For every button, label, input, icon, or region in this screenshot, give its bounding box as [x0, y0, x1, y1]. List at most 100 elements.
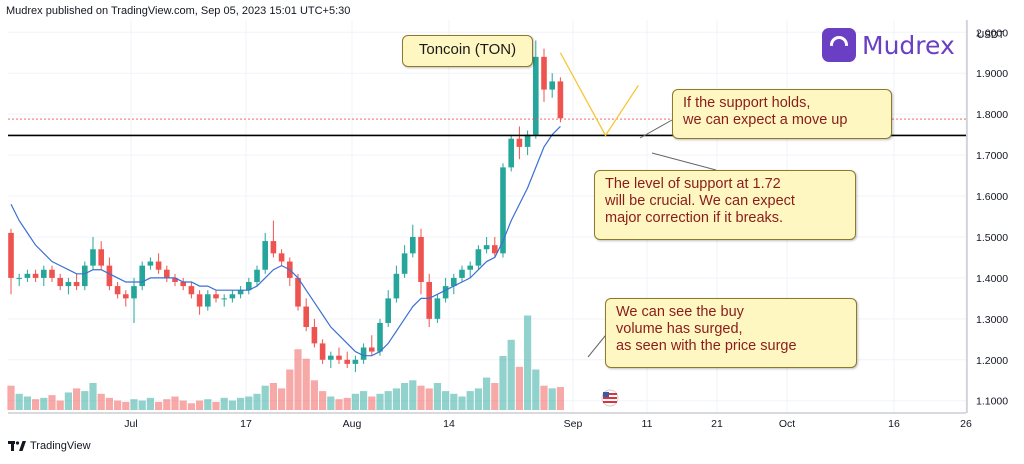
y-tick-label: 1.7000: [976, 150, 1008, 162]
candle: [369, 335, 375, 356]
candle: [246, 277, 252, 295]
candle: [524, 130, 531, 156]
candle: [213, 290, 219, 303]
x-tick-label: 21: [711, 418, 723, 430]
volume-bar: [261, 385, 269, 410]
x-tick-label: Aug: [343, 418, 362, 430]
candle: [8, 228, 14, 295]
candle: [393, 265, 400, 303]
candle: [164, 265, 170, 282]
volume-bar: [179, 400, 187, 410]
candle: [311, 318, 318, 348]
volume-bar: [138, 400, 146, 410]
volume-bar: [56, 400, 64, 410]
candle: [459, 265, 465, 282]
y-tick-label: 2.0000: [976, 27, 1008, 39]
candle: [418, 228, 424, 295]
candle: [500, 163, 506, 258]
candle: [82, 261, 88, 291]
publish-info: Mudrex published on TradingView.com, Sep…: [6, 5, 351, 17]
y-axis-ticks: 2.0000 1.9000 1.8000 1.7000 1.6000 1.5000 1.40…: [976, 27, 1008, 407]
volume-bar: [204, 399, 212, 410]
volume-bar: [310, 380, 318, 410]
mudrex-logo-icon: [822, 28, 856, 62]
candle: [221, 294, 227, 307]
candle: [32, 269, 39, 282]
candle: [188, 282, 195, 299]
volume-bar: [409, 380, 417, 410]
support-holds-callout: If the support holds, we can expect a mo…: [672, 89, 892, 139]
brand-logo: Mudrex: [822, 28, 955, 62]
candle: [98, 241, 104, 270]
volume-bar: [483, 377, 491, 410]
volume-surge-callout: We can see the buy volume has surged, as…: [605, 298, 857, 368]
volume-bar: [122, 401, 130, 410]
y-tick-label: 1.5000: [976, 232, 1008, 244]
candle: [475, 245, 482, 270]
tradingview-logo-icon: [8, 441, 26, 451]
volume-bar: [442, 391, 450, 410]
volume-bars: [7, 315, 564, 410]
candle: [123, 290, 129, 307]
volume-bar: [401, 383, 409, 410]
currency-label: USDT: [977, 30, 1005, 41]
volume-bar: [105, 397, 113, 410]
candle: [57, 273, 63, 291]
volume-bar: [491, 383, 499, 410]
candle: [360, 343, 367, 364]
volume-bar: [548, 388, 556, 410]
volume-bar: [245, 396, 253, 410]
chart-title-callout: Toncoin (TON): [402, 35, 533, 67]
volume-bar: [327, 396, 335, 410]
y-tick-label: 1.1000: [976, 396, 1008, 408]
candle: [65, 277, 72, 295]
projection-line: [559, 52, 639, 137]
volume-bar: [507, 339, 515, 410]
candle: [262, 232, 268, 274]
volume-bar: [302, 358, 310, 410]
volume-bar: [89, 383, 97, 410]
volume-bar: [458, 396, 466, 410]
volume-bar: [130, 399, 138, 410]
candle: [16, 273, 22, 287]
volume-bar: [15, 393, 23, 410]
candle: [196, 290, 203, 315]
volume-bar: [286, 369, 294, 410]
candle: [155, 253, 162, 274]
y-tick-label: 1.3000: [976, 314, 1008, 326]
candle: [385, 290, 391, 328]
x-tick-label: 16: [888, 418, 900, 430]
y-tick-label: 1.6000: [976, 191, 1008, 203]
volume-bar: [384, 391, 392, 410]
candle: [508, 134, 514, 172]
candle: [377, 318, 383, 356]
volume-bar: [474, 388, 482, 410]
volume-bar: [228, 400, 236, 410]
candle: [147, 257, 154, 270]
x-tick-label: 11: [642, 418, 653, 430]
candle: [492, 236, 498, 258]
candle: [114, 282, 121, 299]
candle: [410, 224, 416, 258]
volume-bar: [417, 385, 425, 410]
candle: [49, 265, 55, 282]
candle: [295, 273, 301, 311]
volume-bar: [433, 383, 441, 410]
moving-average-line: [10, 126, 561, 357]
x-tick-label: 17: [240, 418, 252, 430]
tradingview-footer: TradingView: [8, 440, 91, 452]
candle: [434, 294, 441, 323]
volume-bar: [368, 396, 376, 410]
volume-bar: [376, 393, 384, 410]
volume-bar: [466, 391, 474, 410]
candle: [549, 73, 555, 98]
volume-bar: [532, 369, 540, 410]
candle: [451, 273, 457, 295]
volume-bar: [212, 401, 220, 410]
volume-bar: [220, 397, 228, 410]
candle: [278, 249, 285, 266]
x-axis-ticks: Jul 17 Aug 14 Sep 11 21 Oct 16 26: [124, 418, 972, 430]
candle: [73, 273, 80, 291]
volume-bar: [81, 391, 89, 410]
us-flag-icon: [601, 389, 619, 407]
